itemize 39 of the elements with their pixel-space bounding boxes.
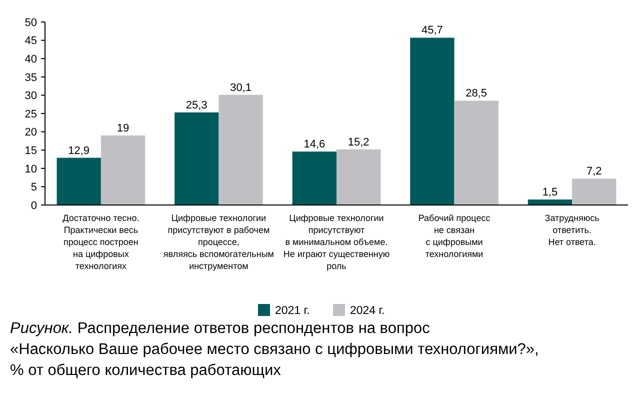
y-tick-label: 50 (24, 16, 37, 29)
bar (336, 149, 381, 205)
bar (410, 38, 454, 205)
data-label: 19 (116, 122, 130, 134)
x-tick-label: Цифровые технологии присутствуют в рабочем процессе, являясь вспомогательным инструментом (163, 213, 274, 271)
x-tick-label: Рабочий процесс не связан с цифровыми технологиями (418, 213, 491, 259)
x-tick-label: Достаточно тесно. Практически весь процесс построен на цифровых технологиях (62, 213, 140, 271)
y-tick-label: 0 (30, 200, 37, 212)
x-tick-label: Цифровые технологии присутствуют в минимальном объеме. Не играют существенную роль (283, 213, 390, 271)
data-label: 15,2 (348, 136, 370, 148)
y-tick-label: 15 (24, 144, 37, 157)
text: Рисунок. Распределение ответов респондентов на вопрос «Насколько Ваше рабочее место связано с цифровыми технологиями?», % от общего количества работающих (10, 320, 539, 379)
data-label: 28,5 (466, 88, 488, 100)
legend-label: 2024 г. (350, 305, 385, 318)
y-tick-label: 35 (24, 72, 37, 84)
y-tick-label: 5 (30, 182, 37, 194)
data-label: 1,5 (542, 186, 558, 199)
x-tick-label: Затрудняюсь ответить. Нет ответа. (544, 213, 600, 247)
bar (56, 158, 101, 205)
data-label: 25,3 (186, 99, 208, 112)
y-tick-label: 25 (24, 108, 37, 120)
y-tick-label: 10 (24, 163, 37, 176)
legend-label: 2021 г. (275, 305, 310, 318)
bar (174, 112, 219, 205)
data-label: 30,1 (230, 82, 252, 94)
bar (454, 100, 498, 205)
data-label: 12,9 (68, 144, 90, 157)
bar (572, 178, 616, 205)
y-tick-label: 45 (24, 35, 37, 48)
y-tick-label: 40 (24, 53, 37, 66)
data-label: 14,6 (304, 138, 326, 151)
y-tick-label: 30 (24, 90, 37, 102)
bar (292, 152, 336, 205)
y-tick-label: 20 (24, 126, 37, 139)
data-label: 45,7 (421, 24, 443, 37)
data-label: 7,2 (586, 166, 602, 178)
bar (218, 94, 263, 205)
bar (100, 135, 146, 205)
bar (528, 200, 572, 205)
